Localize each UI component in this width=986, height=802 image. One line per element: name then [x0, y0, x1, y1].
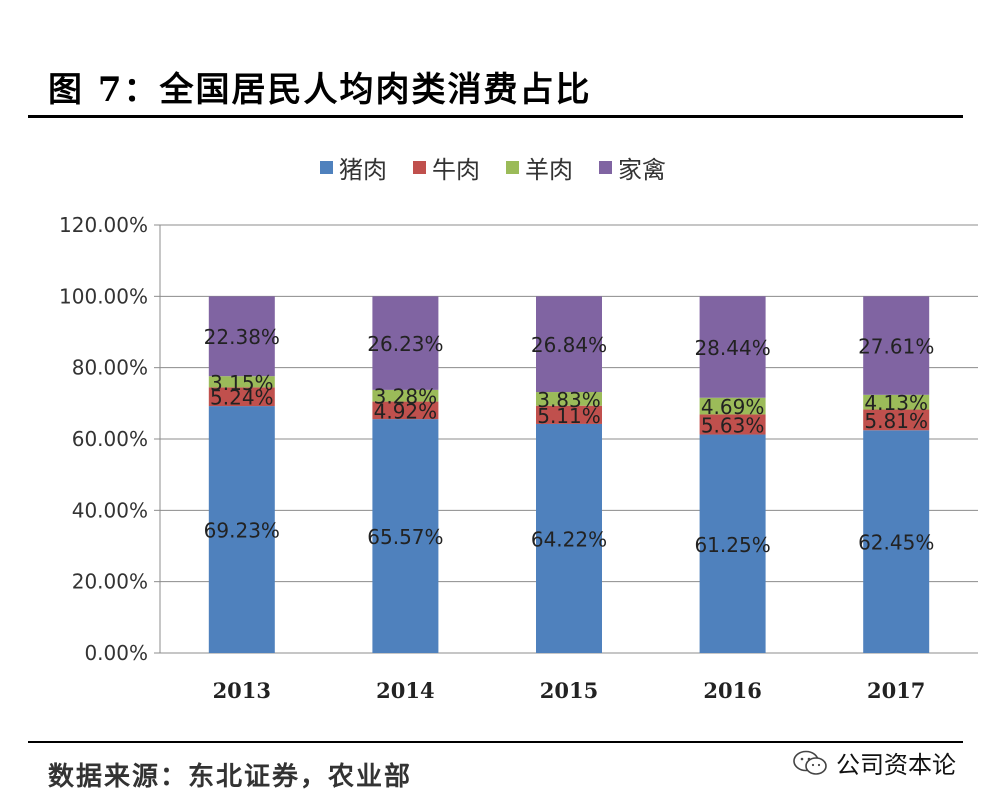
bar-segment: [208, 387, 275, 407]
data-label: 22.38%: [204, 325, 280, 349]
data-label: 69.23%: [204, 519, 280, 543]
legend-swatch: [506, 161, 519, 174]
legend-swatch: [413, 161, 426, 174]
legend-item: 猪肉: [320, 150, 387, 185]
legend-label: 猪肉: [339, 156, 387, 184]
legend-label: 牛肉: [432, 156, 480, 184]
bar-segment: [536, 296, 602, 393]
bar-segment: [536, 423, 602, 653]
x-tick-label: 2015: [540, 678, 598, 703]
bar-segment: [536, 392, 602, 406]
bar-segment: [863, 409, 930, 431]
bar-segment: [208, 406, 275, 653]
legend-label: 羊肉: [525, 156, 573, 184]
source-note: 数据来源：东北证券，农业部: [48, 762, 413, 792]
data-label: 62.45%: [858, 531, 934, 555]
data-label: 5.63%: [701, 414, 765, 438]
legend-swatch: [599, 161, 612, 174]
bar-segment: [208, 296, 275, 377]
stacked-bar-chart: 0.00% 20.00% 40.00% 60.00% 80.00% 100.00% 120.…: [59, 213, 978, 703]
wechat-icon: [793, 750, 827, 775]
data-label: 3.15%: [210, 371, 274, 395]
data-label: 5.24%: [210, 386, 274, 410]
bar-segment: [699, 397, 766, 415]
bar-segment: [372, 419, 439, 653]
legend-label: 家禽: [618, 156, 666, 184]
y-tick-label: 100.00%: [59, 284, 148, 308]
x-tick-label: 2014: [376, 678, 434, 703]
y-tick-label: 40.00%: [72, 498, 148, 522]
bar-segment: [699, 414, 766, 435]
y-tick-label: 20.00%: [72, 570, 148, 594]
data-label: 65.57%: [367, 525, 443, 549]
bar-segment: [699, 296, 766, 398]
title-divider: [28, 115, 963, 118]
y-tick-label: 0.00%: [84, 641, 148, 665]
x-tick-label: 2013: [213, 678, 271, 703]
y-tick-label: 60.00%: [72, 427, 148, 451]
data-label: 27.61%: [858, 335, 934, 359]
legend-item: 牛肉: [413, 150, 480, 185]
data-label: 5.81%: [864, 409, 928, 433]
bar-segment: [372, 296, 439, 390]
data-label: 4.69%: [701, 395, 765, 419]
legend-swatch: [320, 161, 333, 174]
legend-item: 家禽: [599, 150, 666, 185]
data-label: 28.44%: [694, 336, 770, 360]
legend-item: 羊肉: [506, 150, 573, 185]
bar-segment: [699, 434, 766, 653]
data-label: 26.23%: [367, 332, 443, 356]
bar-segment: [863, 430, 930, 653]
bar-segment: [208, 376, 275, 388]
data-label: 4.13%: [864, 391, 928, 415]
x-tick-label: 2016: [703, 678, 761, 703]
legend: 猪肉 牛肉 羊肉 家禽: [320, 150, 666, 185]
data-label: 61.25%: [694, 533, 770, 557]
bar-segment: [863, 296, 930, 395]
y-tick-label: 80.00%: [72, 356, 148, 380]
y-tick-label: 120.00%: [59, 213, 148, 237]
source-divider: [28, 741, 963, 743]
bar-segment: [372, 389, 439, 402]
bar-segment: [863, 394, 930, 410]
chart-title: 图 7：全国居民人均肉类消费占比: [48, 70, 592, 110]
data-label: 3.28%: [374, 385, 438, 409]
data-label: 5.11%: [537, 404, 601, 428]
x-tick-label: 2017: [867, 678, 925, 703]
data-label: 4.92%: [374, 399, 438, 423]
data-label: 3.83%: [537, 388, 601, 412]
bar-segment: [372, 401, 439, 420]
data-label: 26.84%: [531, 333, 607, 357]
watermark-text: 公司资本论: [836, 751, 956, 779]
data-label: 64.22%: [531, 527, 607, 551]
watermark: 公司资本论: [792, 745, 956, 780]
bar-segment: [536, 405, 602, 424]
